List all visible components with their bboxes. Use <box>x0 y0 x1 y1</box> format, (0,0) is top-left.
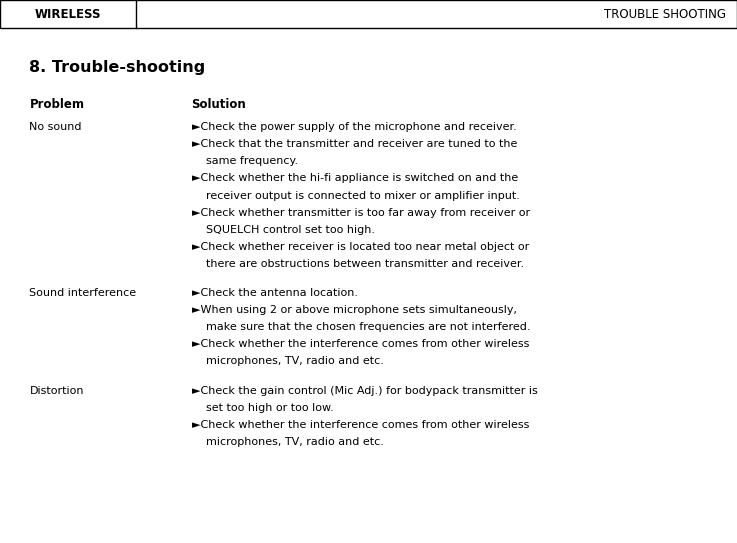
Text: ►Check the antenna location.: ►Check the antenna location. <box>192 288 357 298</box>
Text: ►Check that the transmitter and receiver are tuned to the: ►Check that the transmitter and receiver… <box>192 139 517 149</box>
Text: 8. Trouble-shooting: 8. Trouble-shooting <box>29 60 206 75</box>
Text: SQUELCH control set too high.: SQUELCH control set too high. <box>206 225 375 235</box>
Text: receiver output is connected to mixer or amplifier input.: receiver output is connected to mixer or… <box>206 191 520 200</box>
Text: microphones, TV, radio and etc.: microphones, TV, radio and etc. <box>206 437 384 447</box>
Text: ►Check whether transmitter is too far away from receiver or: ►Check whether transmitter is too far aw… <box>192 207 530 218</box>
Text: ►Check whether receiver is located too near metal object or: ►Check whether receiver is located too n… <box>192 242 529 252</box>
Text: ►Check whether the interference comes from other wireless: ►Check whether the interference comes fr… <box>192 339 529 349</box>
Text: set too high or too low.: set too high or too low. <box>206 402 334 413</box>
Bar <box>0 0 737 28</box>
Text: Distortion: Distortion <box>29 386 84 395</box>
Text: there are obstructions between transmitter and receiver.: there are obstructions between transmitt… <box>206 259 525 269</box>
Text: ►When using 2 or above microphone sets simultaneously,: ►When using 2 or above microphone sets s… <box>192 305 517 315</box>
Text: ►Check whether the hi-fi appliance is switched on and the: ►Check whether the hi-fi appliance is sw… <box>192 173 518 184</box>
Text: WIRELESS: WIRELESS <box>35 8 102 21</box>
Text: ►Check the gain control (Mic Adj.) for bodypack transmitter is: ►Check the gain control (Mic Adj.) for b… <box>192 386 537 395</box>
Text: ►Check whether the interference comes from other wireless: ►Check whether the interference comes fr… <box>192 420 529 430</box>
Text: same frequency.: same frequency. <box>206 156 298 166</box>
Text: microphones, TV, radio and etc.: microphones, TV, radio and etc. <box>206 356 384 367</box>
Text: make sure that the chosen frequencies are not interfered.: make sure that the chosen frequencies ar… <box>206 322 531 332</box>
Text: Solution: Solution <box>192 98 246 111</box>
Text: No sound: No sound <box>29 122 82 132</box>
Text: Problem: Problem <box>29 98 85 111</box>
Text: ►Check the power supply of the microphone and receiver.: ►Check the power supply of the microphon… <box>192 122 517 132</box>
Text: Sound interference: Sound interference <box>29 288 136 298</box>
Text: TROUBLE SHOOTING: TROUBLE SHOOTING <box>604 8 726 21</box>
